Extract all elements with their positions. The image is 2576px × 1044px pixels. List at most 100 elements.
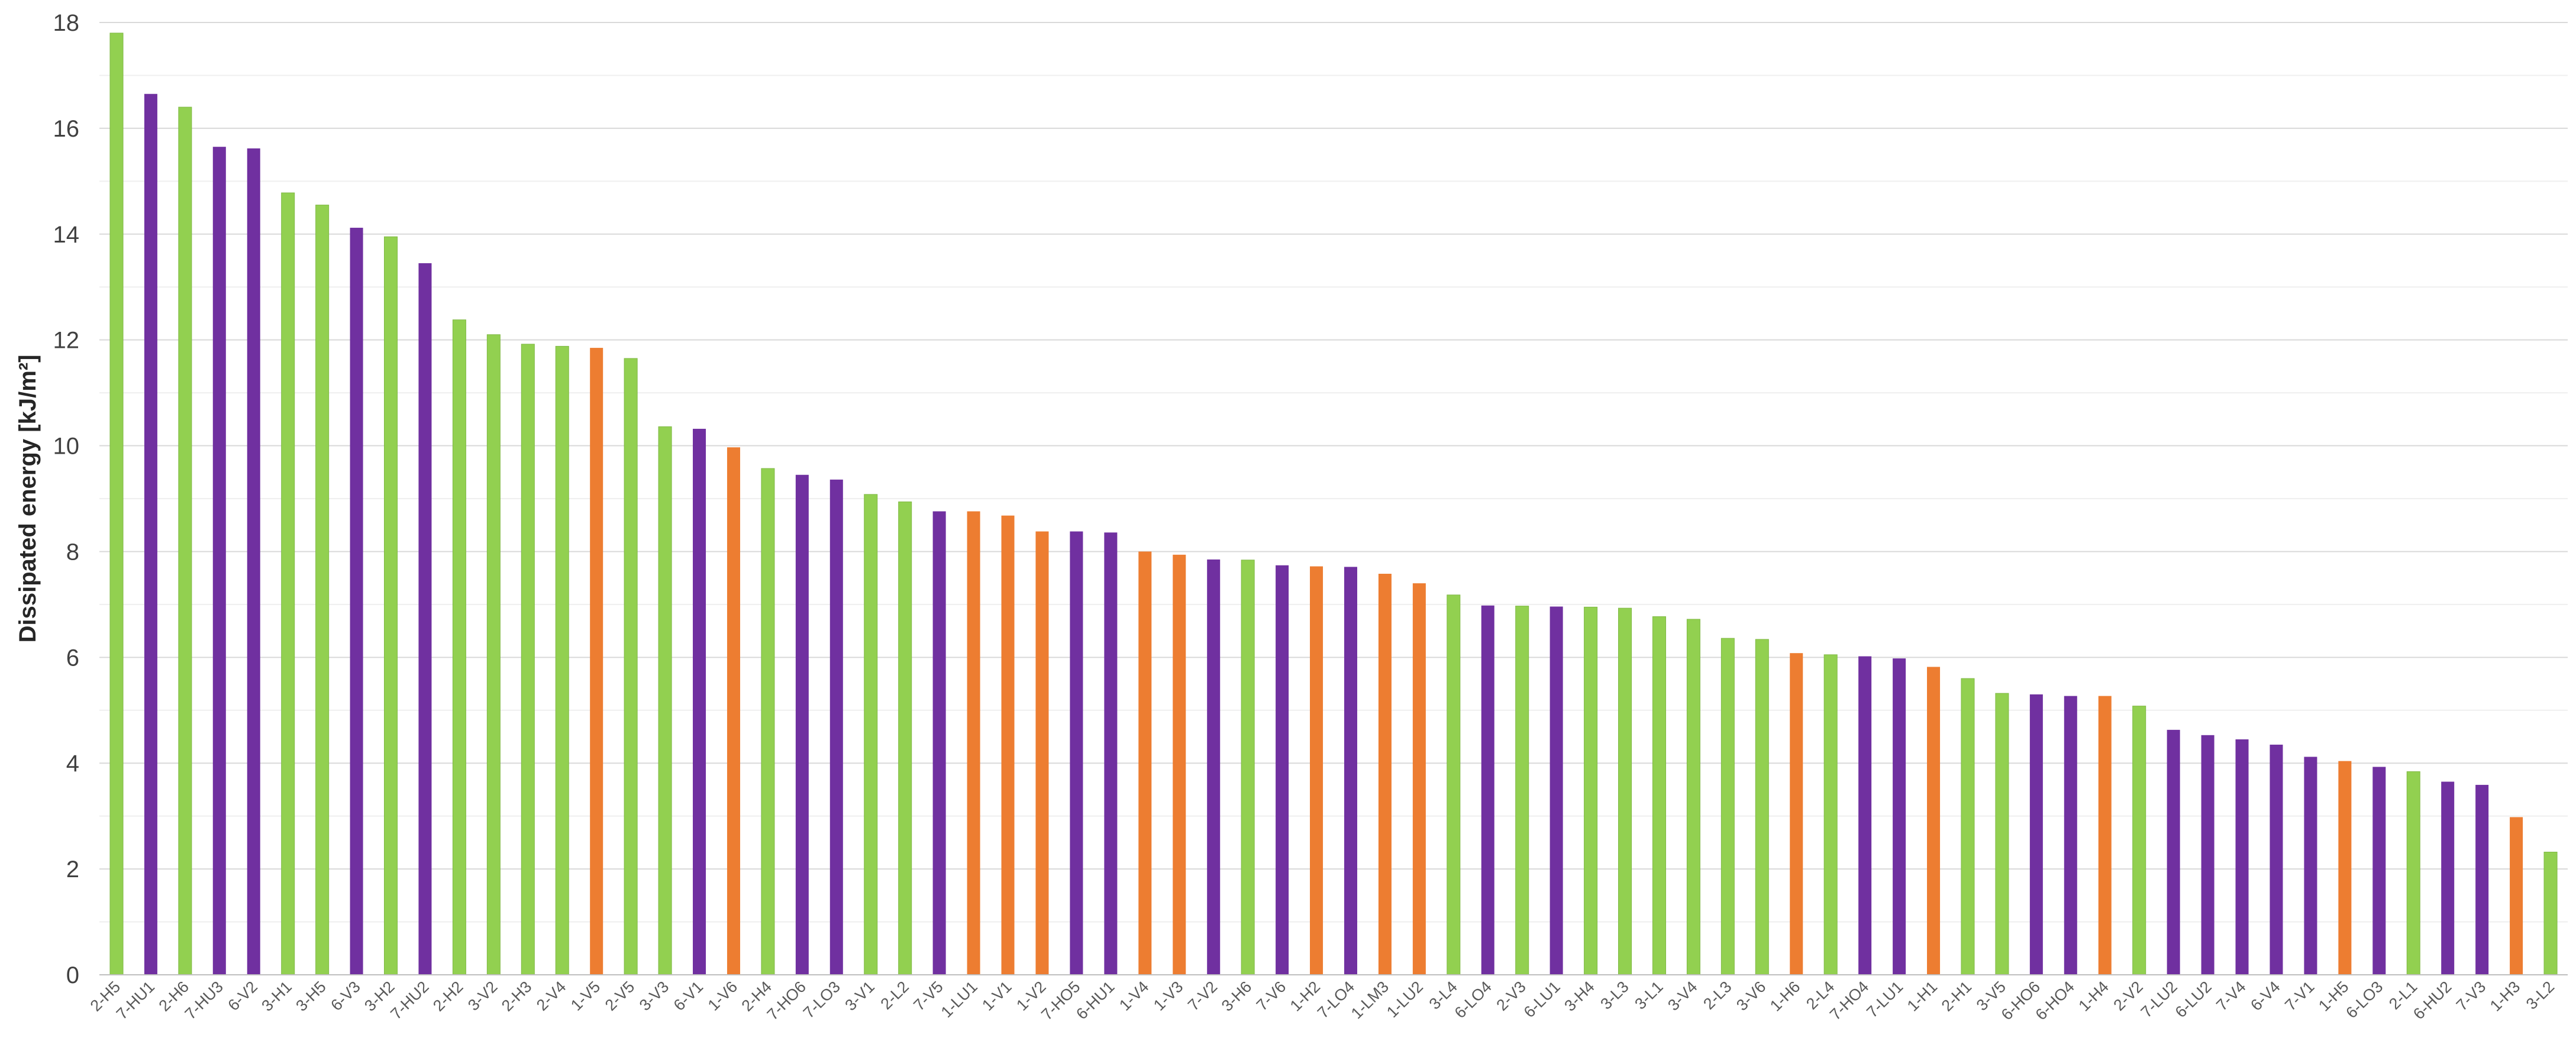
bar-1-v4 (1138, 551, 1152, 975)
bar-7-hu2 (418, 263, 432, 975)
y-axis-label: Dissipated energy [kJ/m²] (15, 355, 41, 643)
x-tick-label: 7-HU3 (182, 978, 227, 1023)
bar-3-h1 (281, 192, 295, 975)
bar-1-h3 (2510, 817, 2523, 975)
bar-7-v4 (2235, 739, 2249, 975)
bar-3-h4 (1584, 606, 1598, 975)
y-tick-label: 16 (53, 116, 80, 142)
x-tick-label: 7-V6 (1253, 978, 1290, 1014)
bar-2-l1 (2406, 771, 2420, 975)
x-tick-label: 1-H6 (1767, 978, 1804, 1015)
x-tick-label: 7-HO4 (1826, 978, 1872, 1023)
x-tick-label: 1-LM3 (1348, 978, 1392, 1022)
gridlines (99, 22, 2568, 923)
x-tick-label: 1-V6 (705, 978, 741, 1014)
x-tick-label: 1-LU2 (1383, 978, 1426, 1021)
bar-1-v2 (1035, 531, 1049, 975)
bar-7-v5 (932, 511, 946, 975)
bar-6-ho4 (2064, 696, 2077, 975)
x-tick-label: 1-V5 (567, 978, 604, 1014)
bar-6-v2 (247, 148, 260, 975)
bar-3-h5 (315, 205, 330, 975)
x-tick-label: 3-L3 (1597, 978, 1632, 1013)
x-tick-label: 3-L2 (2523, 978, 2558, 1013)
x-tick-label: 1-H1 (1904, 978, 1941, 1015)
x-tick-label: 1-H3 (2487, 978, 2524, 1015)
y-tick-label: 12 (53, 328, 80, 354)
x-tick-label: 6-LO4 (1451, 978, 1495, 1022)
y-tick-label: 18 (53, 10, 80, 36)
x-tick-label: 7-LO4 (1314, 978, 1358, 1022)
x-tick-label: 1-V3 (1150, 978, 1187, 1014)
bar-2-l2 (898, 501, 912, 975)
bar-3-l3 (1618, 607, 1632, 975)
x-tick-label: 7-V4 (2213, 978, 2249, 1014)
bar-3-v6 (1755, 639, 1769, 975)
x-tick-label: 2-V4 (533, 978, 570, 1014)
x-tick-label: 6-V1 (670, 978, 707, 1014)
bar-1-v3 (1173, 554, 1186, 975)
bar-1-lu1 (967, 511, 980, 975)
bar-7-v3 (2475, 784, 2489, 975)
bar-1-lu2 (1412, 583, 1426, 975)
x-tick-label: 1-V1 (979, 978, 1015, 1014)
y-tick-label: 0 (66, 962, 79, 988)
bar-3-v4 (1686, 619, 1700, 975)
bar-3-v2 (486, 334, 501, 975)
bar-2-h1 (1961, 678, 1975, 975)
bar-6-hu1 (1104, 532, 1118, 975)
x-tick-label: 6-LO3 (2342, 978, 2386, 1022)
y-axis-ticks: 0 2 4 6 8 10 12 14 16 18 (53, 10, 80, 988)
bar-6-lu2 (2201, 735, 2215, 975)
bar-2-v3 (1515, 606, 1529, 975)
bar-3-l1 (1652, 616, 1666, 975)
bar-6-lu1 (1550, 606, 1563, 975)
x-tick-label: 2-V5 (602, 978, 638, 1014)
x-tick-label: 2-H3 (498, 978, 535, 1015)
x-tick-label: 3-V1 (841, 978, 878, 1014)
bar-6-hu2 (2441, 781, 2455, 975)
x-tick-label: 7-HU1 (113, 978, 158, 1023)
x-tick-label: 6-HU2 (2410, 978, 2455, 1023)
bar-2-l4 (1823, 654, 1838, 975)
bar-7-lo3 (829, 479, 843, 975)
bar-7-lu2 (2167, 729, 2180, 975)
x-tick-label: 3-V3 (636, 978, 673, 1014)
x-tick-label: 6-HU1 (1073, 978, 1118, 1023)
x-tick-label: 2-L2 (877, 978, 912, 1013)
x-tick-label: 2-H1 (1938, 978, 1975, 1015)
bar-1-lm3 (1378, 574, 1392, 975)
x-tick-label: 7-V1 (2281, 978, 2318, 1014)
x-tick-label: 6-V3 (327, 978, 364, 1014)
bar-2-h2 (452, 319, 466, 975)
bar-2-v2 (2132, 706, 2146, 975)
bar-2-h3 (521, 344, 535, 975)
x-tick-label: 3-H4 (1561, 978, 1598, 1015)
x-tick-label: 3-H5 (292, 978, 330, 1015)
bar-3-l2 (2543, 851, 2558, 975)
bar-1-v6 (727, 447, 740, 975)
x-tick-label: 7-HO6 (764, 978, 809, 1023)
x-tick-label: 2-H2 (430, 978, 467, 1015)
y-tick-label: 8 (66, 539, 79, 565)
bar-1-h6 (1790, 653, 1803, 975)
x-tick-label: 2-L3 (1700, 978, 1735, 1013)
bar-2-h6 (178, 106, 192, 975)
x-tick-label: 6-V2 (224, 978, 261, 1014)
x-tick-label: 3-L1 (1631, 978, 1666, 1013)
bar-7-lo4 (1344, 567, 1357, 975)
bar-7-v2 (1207, 559, 1221, 975)
bar-6-lo3 (2372, 767, 2386, 975)
bar-2-v4 (555, 345, 569, 975)
bar-1-h5 (2338, 761, 2352, 975)
x-tick-label: 7-V3 (2453, 978, 2490, 1014)
bar-7-v6 (1276, 565, 1289, 975)
bar-7-ho4 (1858, 656, 1872, 975)
y-tick-label: 4 (66, 751, 79, 777)
bar-7-ho5 (1070, 531, 1083, 975)
y-tick-label: 10 (53, 434, 80, 460)
x-tick-label: 6-HO4 (2032, 978, 2078, 1023)
bar-3-v5 (1995, 693, 2009, 975)
bar-3-v3 (658, 426, 672, 975)
